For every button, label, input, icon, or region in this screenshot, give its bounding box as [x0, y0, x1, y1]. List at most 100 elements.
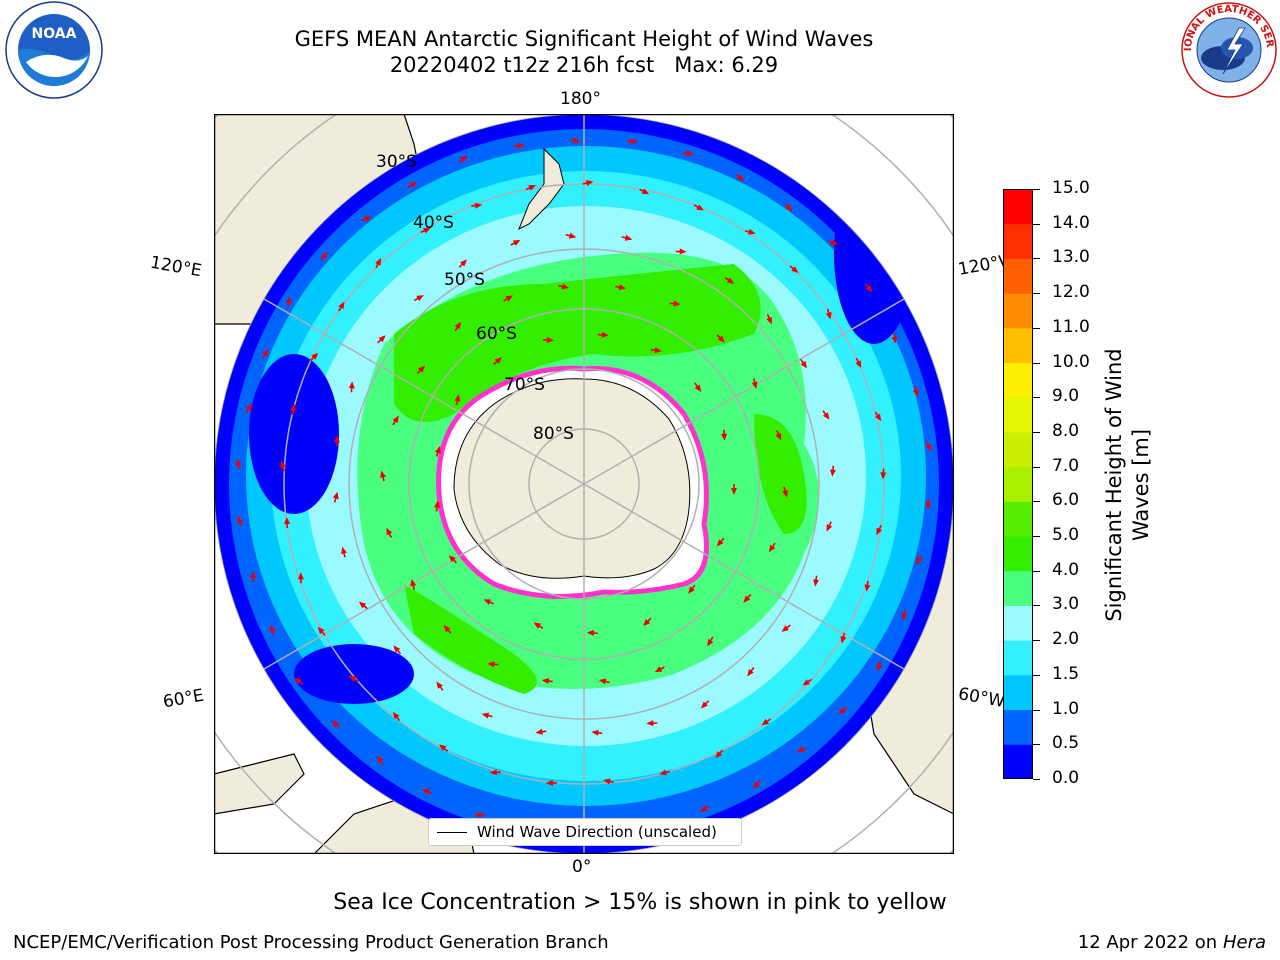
wave-direction-arrowhead	[533, 622, 542, 629]
nws-logo: NATIONAL WEATHER SERVICE	[1178, 0, 1277, 98]
wave-direction-arrowhead	[796, 746, 805, 753]
wave-direction-arrowhead	[891, 336, 898, 344]
wave-direction-arrowhead	[237, 515, 244, 524]
wave-direction-arrowhead	[512, 240, 521, 246]
colorbar-tick-label: 1.5	[1052, 663, 1080, 684]
wave-direction-arrowhead	[541, 678, 550, 684]
wave-direction-arrowhead	[696, 204, 704, 211]
lat-label-80s: 80°S	[533, 424, 574, 444]
wave-direction-arrowhead	[436, 681, 443, 689]
colorbar-label-line1: Significant Height of Wind	[1102, 348, 1126, 622]
wave-direction-arrowhead	[643, 618, 651, 627]
wave-direction-arrowhead	[443, 625, 451, 633]
wave-direction-arrowhead	[901, 613, 908, 621]
colorbar-tick-label: 8.0	[1052, 420, 1080, 441]
wave-direction-arrowhead	[659, 769, 667, 776]
wave-direction-arrowhead	[535, 728, 543, 735]
wave-direction-arrowhead	[781, 625, 789, 632]
africa-land	[214, 753, 305, 815]
wave-direction-arrowhead	[743, 595, 751, 603]
sea-ice-caption: Sea Ice Concentration > 15% is shown in …	[333, 890, 947, 915]
colorbar-segment	[1003, 327, 1033, 364]
wave-direction-arrowhead	[454, 394, 461, 402]
wave-direction-arrowhead	[333, 435, 340, 443]
wave-direction-arrowhead	[338, 301, 345, 310]
colorbar-segment	[1003, 362, 1033, 398]
wave-direction-arrowhead	[747, 668, 754, 677]
wave-direction-arrowhead	[392, 711, 400, 720]
wave-direction-arrowhead	[766, 316, 772, 325]
wave-direction-arrowhead	[768, 544, 776, 553]
wave-direction-arrowhead	[460, 155, 468, 163]
lon-label-60w: 60°W	[956, 684, 1007, 712]
colorbar-tick-mark	[1033, 605, 1040, 607]
footer-host: Hera	[1222, 932, 1266, 953]
wave-direction-arrowhead	[434, 500, 440, 508]
colorbar-tick-mark	[1033, 431, 1040, 433]
wave-direction-arrowhead	[874, 413, 882, 422]
colorbar-tick-mark	[1033, 779, 1040, 780]
wave-direction-arrowhead	[448, 555, 456, 563]
wave-direction-arrowhead	[341, 546, 347, 555]
wave-direction-arrowhead	[380, 470, 386, 478]
wave-direction-arrowhead	[673, 300, 681, 307]
wave-direction-arrowhead	[454, 321, 462, 330]
wave-direction-arrowhead	[618, 284, 627, 291]
wave-direction-arrowhead	[646, 720, 654, 727]
wave-direction-arrowhead	[761, 718, 769, 726]
colorbar-tick-label: 9.0	[1052, 386, 1080, 407]
colorbar-segment	[1003, 570, 1033, 606]
colorbar-tick-mark	[1033, 362, 1040, 364]
wave-direction-arrowhead	[250, 571, 257, 579]
wave-direction-arrowhead	[459, 259, 467, 267]
colorbar-tick-label: 12.0	[1052, 282, 1090, 303]
colorbar	[1003, 189, 1033, 779]
colorbar-segment	[1003, 744, 1033, 779]
polar-map	[214, 114, 954, 854]
wave-direction-arrowhead	[736, 174, 745, 182]
colorbar-tick-label: 10.0	[1052, 351, 1090, 372]
wave-direction-arrowhead	[474, 202, 483, 209]
wave-direction-arrowhead	[700, 805, 708, 813]
chart-title-line2: 20220402 t12z 216h fcst Max: 6.29	[389, 53, 779, 77]
wave-direction-arrowhead	[410, 579, 417, 587]
wave-direction-arrowhead	[505, 295, 514, 302]
wave-direction-arrowhead	[568, 232, 577, 239]
colorbar-tick-label: 15.0	[1052, 178, 1090, 198]
colorbar-segment	[1003, 674, 1033, 711]
wave-direction-arrowhead	[386, 527, 393, 536]
wave-direction-arrowhead	[585, 180, 594, 187]
wave-direction-arrowhead	[876, 664, 883, 672]
wave-direction-arrowhead	[378, 335, 386, 343]
wave-direction-arrowhead	[393, 645, 401, 653]
wave-direction-arrowhead	[694, 384, 702, 392]
colorbar-tick-mark	[1033, 501, 1040, 503]
colorbar-segment	[1003, 258, 1033, 294]
wave-direction-arrowhead	[654, 347, 662, 354]
wave-direction-arrowhead	[654, 666, 663, 673]
wave-direction-arrowhead	[721, 433, 728, 441]
wave-direction-arrowhead	[481, 712, 490, 719]
wave-direction-arrowhead	[825, 311, 832, 320]
wave-direction-arrowhead	[262, 348, 269, 357]
wave-direction-arrowhead	[331, 720, 339, 728]
wave-direction-arrowhead	[392, 415, 399, 424]
colorbar-tick-label: 11.0	[1052, 316, 1090, 337]
colorbar-segment	[1003, 709, 1033, 745]
wave-direction-arrowhead	[715, 750, 723, 759]
wave-direction-arrowhead	[348, 381, 355, 389]
wave-direction-arrowhead	[641, 188, 650, 195]
lat-label-70s: 70°S	[504, 375, 545, 395]
wave-direction-arrowhead	[235, 458, 242, 466]
colorbar-tick-mark	[1033, 223, 1040, 225]
colorbar-tick-mark	[1033, 570, 1040, 572]
colorbar-tick-label: 13.0	[1052, 247, 1090, 268]
wave-direction-arrowhead	[752, 781, 760, 789]
wave-direction-arrowhead	[297, 572, 304, 580]
wave-direction-arrowhead	[358, 601, 367, 609]
colorbar-tick-mark	[1033, 640, 1040, 642]
wave-direction-arrowhead	[782, 489, 788, 498]
colorbar-segment	[1003, 431, 1033, 468]
colorbar-segment	[1003, 640, 1033, 676]
colorbar-tick-mark	[1033, 293, 1040, 295]
